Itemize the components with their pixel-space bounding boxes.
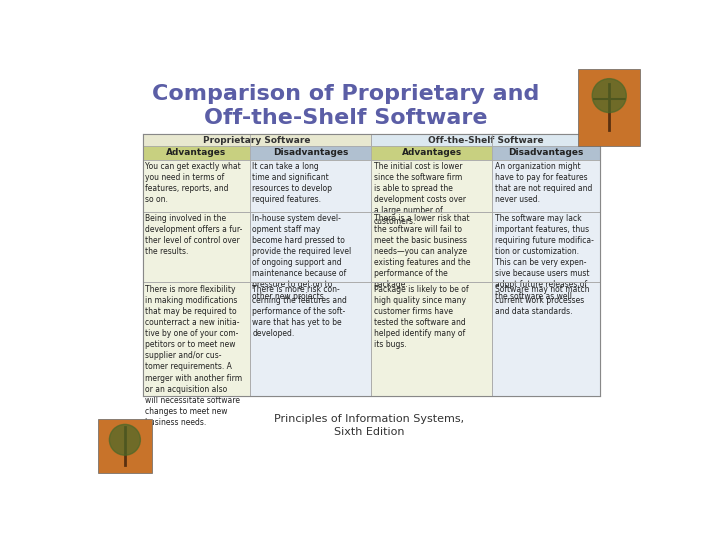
Text: There is a lower risk that
the software will fail to
meet the basic business
nee: There is a lower risk that the software … xyxy=(374,214,470,289)
Bar xyxy=(98,419,152,473)
Text: An organization might
have to pay for features
that are not required and
never u: An organization might have to pay for fe… xyxy=(495,162,592,204)
Bar xyxy=(372,212,492,282)
Bar xyxy=(143,159,250,212)
Bar xyxy=(372,159,492,212)
Text: There is more risk con-
cerning the features and
performance of the soft-
ware t: There is more risk con- cerning the feat… xyxy=(253,285,347,338)
Bar xyxy=(492,146,600,159)
Circle shape xyxy=(109,424,140,455)
Text: Advantages: Advantages xyxy=(166,148,227,158)
Text: Advantages: Advantages xyxy=(402,148,462,158)
Text: Proprietary Software: Proprietary Software xyxy=(203,136,311,145)
Bar xyxy=(250,159,372,212)
Bar xyxy=(372,146,492,159)
Bar xyxy=(492,159,600,212)
Bar xyxy=(143,212,250,282)
Bar xyxy=(143,134,600,396)
Bar xyxy=(492,282,600,396)
Bar xyxy=(143,282,250,396)
Bar xyxy=(492,212,600,282)
Text: It can take a long
time and significant
resources to develop
required features.: It can take a long time and significant … xyxy=(253,162,333,204)
Bar xyxy=(250,212,372,282)
Bar xyxy=(250,146,372,159)
Text: Software may not match
current work processes
and data standards.: Software may not match current work proc… xyxy=(495,285,590,316)
Text: Comparison of Proprietary and
Off-the-Shelf Software: Comparison of Proprietary and Off-the-Sh… xyxy=(152,84,539,127)
Bar xyxy=(250,282,372,396)
Text: Principles of Information Systems,
Sixth Edition: Principles of Information Systems, Sixth… xyxy=(274,414,464,437)
Text: Disadvantages: Disadvantages xyxy=(273,148,348,158)
Text: There is more flexibility
in making modifications
that may be required to
counte: There is more flexibility in making modi… xyxy=(145,285,242,427)
Bar xyxy=(143,134,372,146)
Text: The initial cost is lower
since the software firm
is able to spread the
developm: The initial cost is lower since the soft… xyxy=(374,162,466,226)
Circle shape xyxy=(593,79,626,112)
Text: Disadvantages: Disadvantages xyxy=(508,148,584,158)
Text: Being involved in the
development offers a fur-
ther level of control over
the r: Being involved in the development offers… xyxy=(145,214,243,256)
Text: Package is likely to be of
high quality since many
customer firms have
tested th: Package is likely to be of high quality … xyxy=(374,285,468,349)
Bar xyxy=(372,134,600,146)
Bar xyxy=(143,146,250,159)
Text: In-house system devel-
opment staff may
become hard pressed to
provide the requi: In-house system devel- opment staff may … xyxy=(253,214,352,301)
Bar xyxy=(372,282,492,396)
Text: Off-the-Shelf Software: Off-the-Shelf Software xyxy=(428,136,544,145)
Text: You can get exactly what
you need in terms of
features, reports, and
so on.: You can get exactly what you need in ter… xyxy=(145,162,240,204)
Text: The software may lack
important features, thus
requiring future modifica-
tion o: The software may lack important features… xyxy=(495,214,594,301)
Bar xyxy=(578,69,640,146)
